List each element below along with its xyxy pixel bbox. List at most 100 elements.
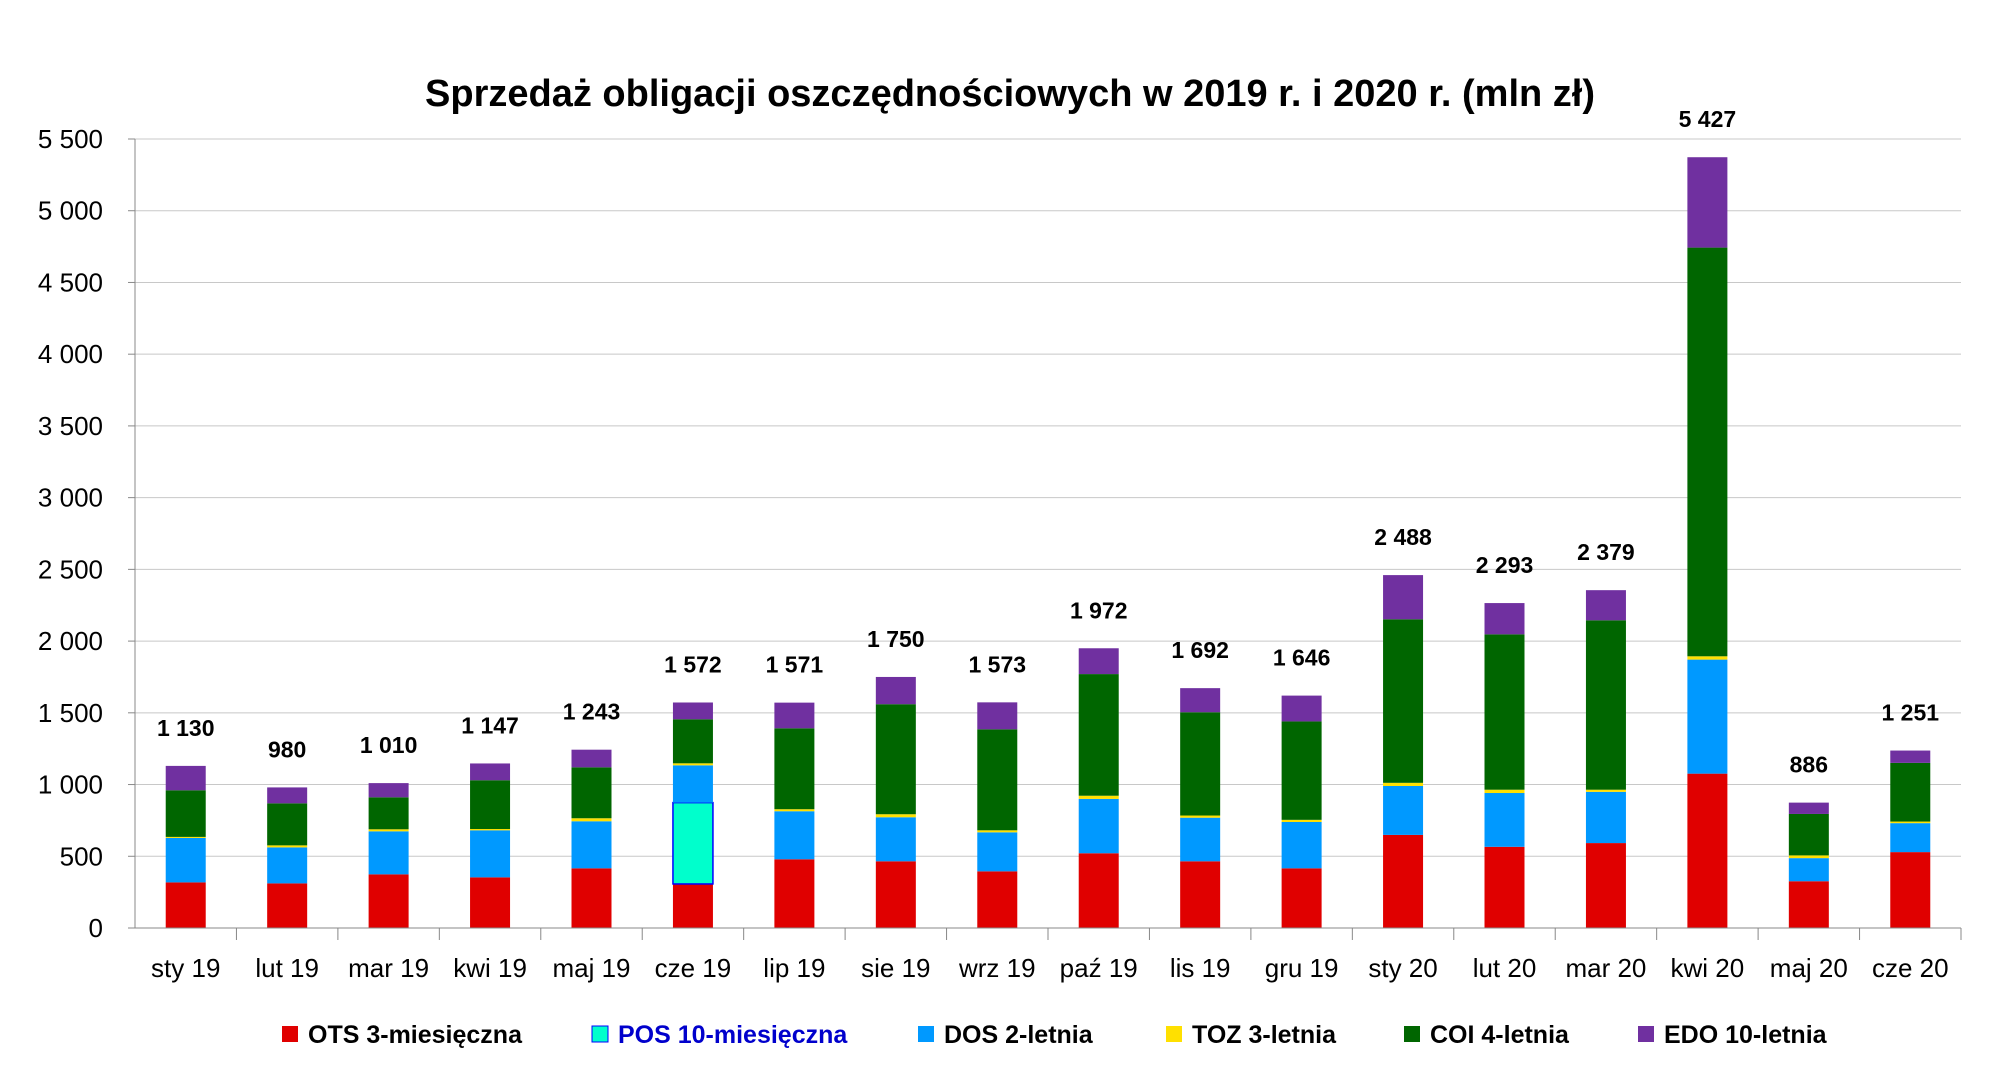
bar-segment-toz (875, 814, 916, 818)
bar-segment-edo (571, 749, 612, 768)
legend: OTS 3-miesięczna POS 10-miesięczna DOS 2-l… (282, 1021, 1828, 1049)
legend-swatch (1404, 1026, 1420, 1042)
y-tick-label: 0 (89, 913, 103, 943)
bar-segment-coi (1078, 674, 1119, 796)
x-tick-label: wrz 19 (958, 953, 1036, 983)
bar-segment-dos (1788, 858, 1829, 882)
bar-segment-edo (1788, 802, 1829, 814)
x-tick-label: cze 19 (655, 953, 732, 983)
bar-segment-coi (470, 780, 511, 830)
bar-segment-dos (1078, 798, 1119, 854)
y-tick-label: 3 500 (38, 411, 103, 441)
x-tick-label: lip 19 (763, 953, 825, 983)
bar-segment-coi (1585, 620, 1626, 790)
bar-segment-ots (977, 871, 1018, 928)
y-tick-label: 5 000 (38, 196, 103, 226)
bar-segment-dos (977, 832, 1018, 872)
total-label: 2 488 (1374, 524, 1432, 550)
bar-segment-ots (1585, 843, 1626, 928)
bar-segment-edo (165, 765, 206, 791)
bar-segment-dos (571, 821, 612, 869)
bar-segment-dos (1585, 791, 1626, 844)
y-tick-label: 4 000 (38, 339, 103, 369)
total-label: 1 572 (664, 651, 722, 677)
bar-segment-edo (1078, 648, 1119, 675)
bar-segment-coi (774, 728, 815, 810)
total-label: 1 972 (1070, 597, 1128, 623)
bar-segment-ots (774, 859, 815, 928)
bar-segment-toz (1585, 789, 1626, 792)
bar-segment-edo (1180, 688, 1221, 713)
x-tick-label: lis 19 (1170, 953, 1231, 983)
bar-segment-toz (1078, 795, 1119, 799)
x-axis: sty 19 lut 19 mar 19 kwi 19 maj 19 cze 19 lip … (135, 927, 1962, 983)
legend-swatch (1166, 1026, 1182, 1042)
bar-segment-dos (470, 830, 511, 878)
legend-label: OTS 3-miesięczna (308, 1021, 523, 1049)
x-tick-label: mar 19 (348, 953, 429, 983)
bar-segment-coi (1890, 762, 1931, 822)
y-tick-label: 500 (60, 841, 103, 871)
bar-segment-toz (1890, 821, 1931, 824)
legend-swatch (282, 1026, 298, 1042)
y-tick-label: 2 000 (38, 626, 103, 656)
y-axis: 0 500 1 000 1 500 2 000 2 500 3 000 3 500 4 000 4… (38, 124, 136, 943)
bar-segment-toz (1281, 819, 1322, 822)
bar-segment-ots (672, 883, 713, 928)
bar-segment-edo (1890, 750, 1931, 763)
total-labels: 1 130 980 1 010 1 147 1 243 1 572 1 571 1 750 1 … (157, 106, 1939, 777)
legend-item: COI 4-letnia (1404, 1021, 1570, 1049)
bar-segment-coi (1484, 634, 1525, 790)
bar-segment-edo (1484, 603, 1525, 635)
bar-segment-toz (1788, 855, 1829, 859)
y-tick-label: 2 500 (38, 554, 103, 584)
bar-segment-coi (977, 729, 1018, 831)
bar-segment-dos (1687, 659, 1728, 774)
bar-segment-toz (774, 809, 815, 812)
x-tick-label: cze 20 (1872, 953, 1949, 983)
legend-label: EDO 10-letnia (1664, 1021, 1828, 1049)
bar-segment-toz (672, 763, 713, 766)
legend-item: POS 10-miesięczna (591, 1021, 848, 1049)
legend-item: TOZ 3-letnia (1166, 1021, 1337, 1049)
total-label: 2 293 (1476, 552, 1534, 578)
bar-segment-toz (267, 845, 308, 848)
bar-segment-dos (1484, 793, 1525, 847)
bar-segment-ots (875, 861, 916, 928)
bar-segment-coi (1180, 712, 1221, 816)
bar-segment-dos (165, 837, 206, 883)
total-label: 2 379 (1577, 539, 1635, 565)
legend-swatch (591, 1025, 609, 1043)
bar-segment-toz (368, 829, 409, 832)
bar-segment-dos (875, 817, 916, 862)
bar-segment-dos (1180, 817, 1221, 862)
bar-segment-ots (1687, 773, 1728, 928)
bar-segment-edo (1687, 157, 1728, 248)
total-label: 1 750 (867, 626, 925, 652)
total-label: 980 (268, 736, 306, 762)
legend-item: OTS 3-miesięczna (282, 1021, 523, 1049)
total-label: 1 571 (766, 652, 824, 678)
bar-segment-edo (267, 787, 308, 804)
bar-segment-ots (1788, 881, 1829, 928)
bar-segment-edo (1281, 695, 1322, 722)
bar-segment-pos (672, 801, 714, 885)
bar-segment-edo (672, 702, 713, 720)
y-tick-label: 1 500 (38, 698, 103, 728)
bar-segment-edo (774, 702, 815, 729)
bar-segment-ots (1484, 846, 1525, 928)
bar-segment-edo (977, 702, 1018, 730)
total-label: 886 (1790, 752, 1828, 778)
bar-segment-coi (267, 803, 308, 846)
bar-segment-ots (1078, 853, 1119, 928)
bar-segment-edo (470, 763, 511, 781)
bar-segment-edo (1383, 575, 1424, 620)
bar-segment-ots (1383, 834, 1424, 928)
bar-segment-coi (1788, 813, 1829, 856)
legend-swatch (918, 1026, 934, 1042)
bar-segment-ots (470, 877, 511, 928)
bar-segment-edo (1585, 590, 1626, 621)
y-tick-label: 3 000 (38, 483, 103, 513)
legend-swatch (1638, 1026, 1654, 1042)
chart-title: Sprzedaż obligacji oszczędnościowych w 2… (425, 73, 1595, 115)
